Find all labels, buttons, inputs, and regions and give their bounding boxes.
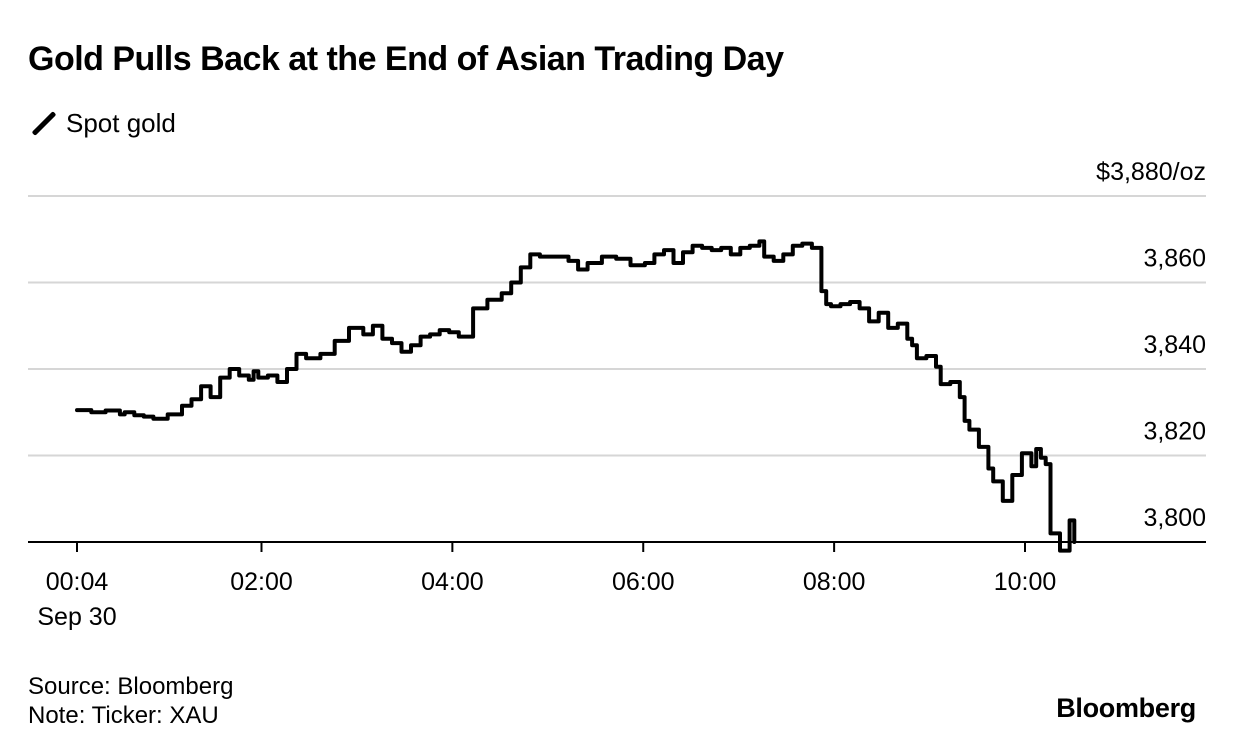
footer: Source: Bloomberg Note: Ticker: XAU bbox=[28, 672, 233, 730]
x-tick-label-00:04: 00:04 bbox=[46, 568, 109, 596]
brand-logo: Bloomberg bbox=[1056, 693, 1196, 723]
y-tick-label-3820: 3,820 bbox=[1143, 418, 1206, 446]
x-tick-sublabel-date: Sep 30 bbox=[37, 603, 116, 631]
chart-title: Gold Pulls Back at the End of Asian Trad… bbox=[28, 40, 784, 78]
legend-label: Spot gold bbox=[66, 107, 176, 138]
source-note: Source: Bloomberg bbox=[28, 673, 234, 700]
x-tick-label-08:00: 08:00 bbox=[803, 568, 866, 596]
y-tick-label-3800: 3,800 bbox=[1143, 504, 1206, 532]
y-tick-label-3840: 3,840 bbox=[1143, 331, 1206, 359]
x-tick-label-04:00: 04:00 bbox=[421, 568, 484, 596]
legend: Spot gold bbox=[28, 106, 176, 140]
ticker-note: Note: Ticker: XAU bbox=[28, 702, 219, 729]
series-line-spot-gold bbox=[75, 239, 1077, 553]
y-tick-label-3880: $3,880/oz bbox=[1096, 158, 1206, 186]
x-tick-label-10:00: 10:00 bbox=[994, 568, 1057, 596]
x-tick-label-02:00: 02:00 bbox=[230, 568, 293, 596]
x-tick-label-06:00: 06:00 bbox=[612, 568, 675, 596]
y-tick-label-3860: 3,860 bbox=[1143, 245, 1206, 273]
